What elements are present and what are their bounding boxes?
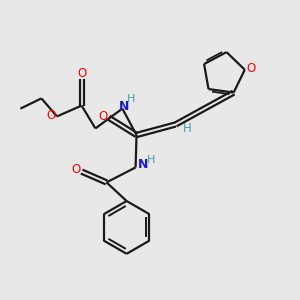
- Text: O: O: [71, 163, 80, 176]
- Text: N: N: [119, 100, 129, 113]
- Text: O: O: [99, 110, 108, 123]
- Text: N: N: [138, 158, 148, 171]
- Text: O: O: [247, 62, 256, 75]
- Text: O: O: [77, 67, 86, 80]
- Text: H: H: [182, 122, 191, 135]
- Text: O: O: [46, 109, 56, 122]
- Text: H: H: [146, 155, 155, 165]
- Text: H: H: [127, 94, 135, 104]
